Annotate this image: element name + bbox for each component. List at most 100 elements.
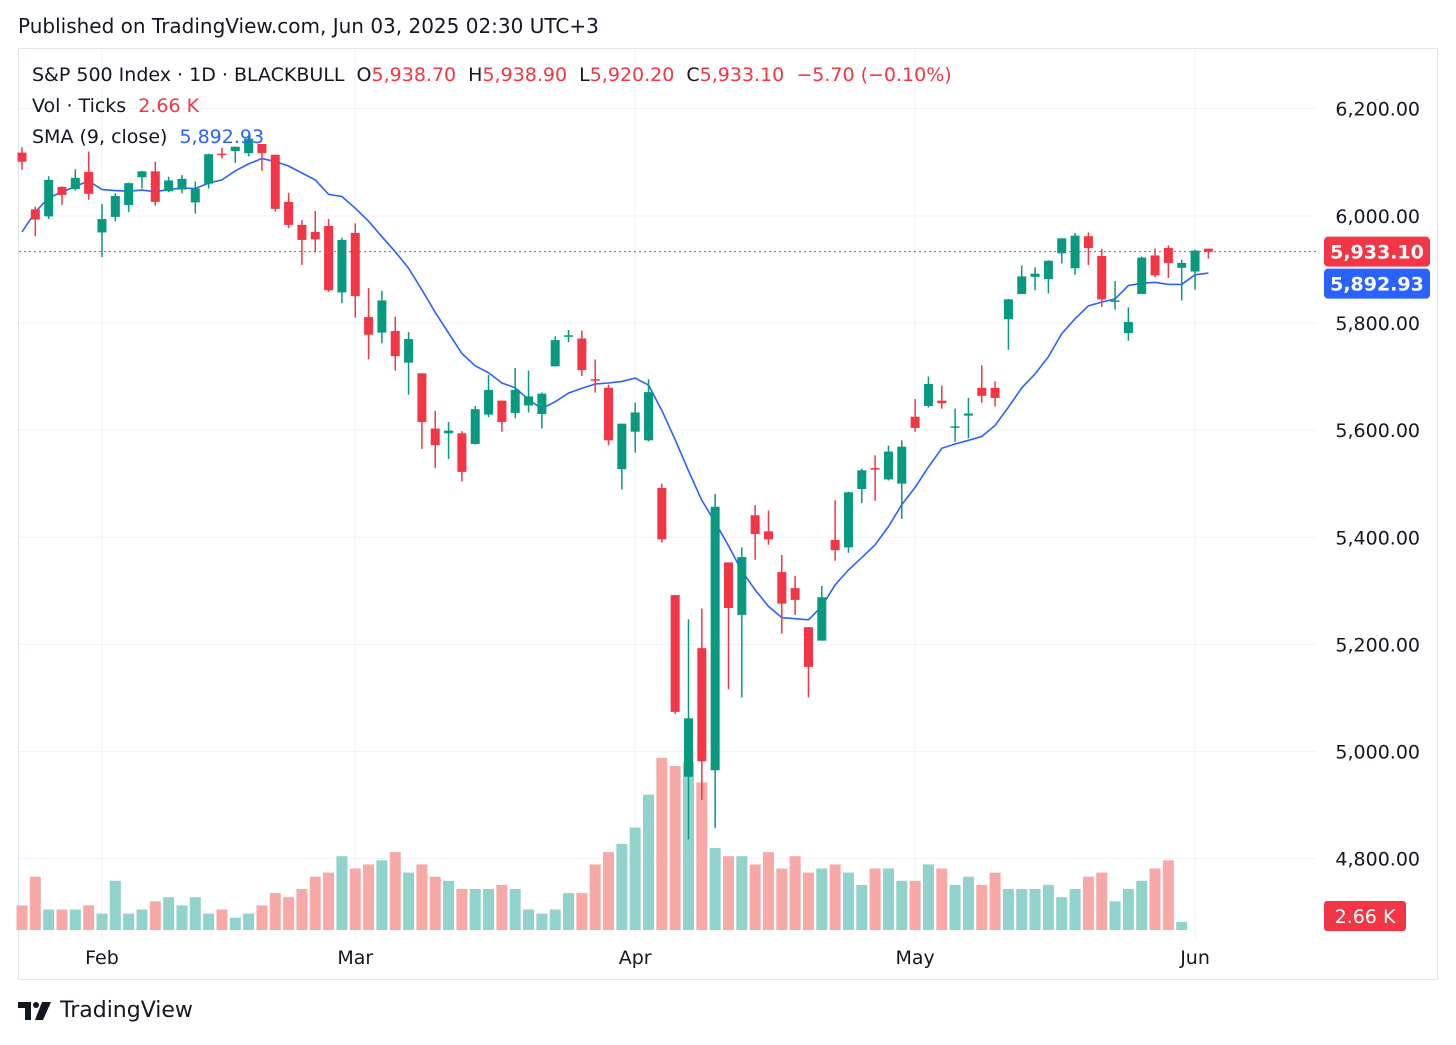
candle-body <box>723 562 733 608</box>
candle <box>897 440 907 520</box>
volume-bar <box>802 872 814 930</box>
tradingview-logo[interactable]: TradingView <box>18 998 193 1023</box>
volume-bar <box>882 868 894 930</box>
volume-bar <box>1069 889 1081 930</box>
candle <box>723 562 733 690</box>
volume-bar <box>349 868 361 930</box>
volume-bar <box>656 757 668 930</box>
volume-bar <box>296 889 308 930</box>
candle-layer <box>17 137 1213 840</box>
candle <box>763 510 773 545</box>
volume-bar <box>1029 889 1041 930</box>
legend-volume-label[interactable]: Vol · Ticks <box>32 95 127 117</box>
candle-body <box>57 186 67 195</box>
volume-bar <box>136 909 148 930</box>
candle-body <box>950 426 960 428</box>
volume-bar <box>683 761 694 930</box>
candle-body <box>737 557 747 615</box>
volume-bar <box>936 868 948 930</box>
legend-high-value: 5,938.90 <box>482 64 568 86</box>
volume-bar <box>909 880 921 930</box>
volume-bar <box>403 872 415 930</box>
candle <box>444 422 454 460</box>
candle-body <box>470 409 480 445</box>
candle-body <box>337 239 347 293</box>
legend-close-label: C <box>686 64 700 86</box>
candle <box>1137 256 1147 295</box>
candle <box>390 316 400 371</box>
candle <box>124 182 134 213</box>
candle-body <box>217 153 227 156</box>
candle <box>70 169 80 191</box>
chart-frame[interactable] <box>18 48 1438 980</box>
y-axis-tick-label: 5,600.00 <box>1335 420 1420 442</box>
candle <box>1070 232 1080 275</box>
volume-bar <box>736 856 748 930</box>
volume-bar <box>469 889 481 930</box>
volume-bar <box>563 893 575 930</box>
candle-body <box>30 209 40 220</box>
candle-body <box>1110 300 1120 302</box>
candle-body <box>137 171 147 178</box>
candle-body <box>1083 236 1093 248</box>
candle <box>1003 298 1013 350</box>
candle-body <box>990 387 1000 398</box>
volume-bar <box>443 880 455 930</box>
candle <box>1057 238 1067 264</box>
volume-bar <box>56 909 68 930</box>
candle-body <box>617 423 627 470</box>
volume-bar <box>363 864 375 930</box>
candle-body <box>1123 321 1133 334</box>
volume-bar <box>962 876 974 930</box>
candle <box>564 329 574 343</box>
candle <box>977 365 987 403</box>
volume-bar <box>189 897 201 930</box>
candle <box>1097 249 1107 307</box>
volume-bar <box>389 852 401 930</box>
candle-body <box>457 433 467 472</box>
candle <box>324 219 334 292</box>
candle <box>1110 281 1120 310</box>
candle-body <box>190 188 200 203</box>
volume-bar <box>709 848 721 930</box>
candle-body <box>870 468 880 470</box>
legend-sma-value: 5,892.93 <box>179 126 265 148</box>
volume-bar <box>483 889 495 930</box>
sma-value-badge-text: 5,892.93 <box>1330 274 1424 296</box>
candle <box>484 374 494 418</box>
candle-body <box>164 180 174 192</box>
legend-volume[interactable]: Vol · Ticks 2.66 K <box>32 95 199 117</box>
last-price-badge-bg <box>1324 236 1430 267</box>
candle <box>497 400 507 432</box>
y-axis-tick-label: 5,800.00 <box>1335 313 1420 335</box>
candle <box>817 586 827 641</box>
candle <box>177 175 187 194</box>
volume-bar <box>269 893 281 930</box>
legend-symbol[interactable]: S&P 500 Index · 1D · BLACKBULL <box>32 64 345 86</box>
candle <box>337 237 347 304</box>
x-axis-tick-label: Feb <box>85 947 119 969</box>
candle-body <box>590 379 600 381</box>
candle <box>97 204 107 258</box>
legend-sma-label[interactable]: SMA (9, close) <box>32 126 168 148</box>
candle <box>137 170 147 189</box>
legend-ohlc[interactable]: S&P 500 Index · 1D · BLACKBULL O5,938.70… <box>32 64 952 86</box>
candle <box>204 153 214 189</box>
candle <box>1030 267 1040 291</box>
candle <box>590 359 600 393</box>
volume-bar <box>536 913 548 930</box>
volume-bar <box>123 913 135 930</box>
sma-layer <box>21 157 1209 621</box>
candle <box>1043 260 1053 294</box>
candle <box>404 332 414 395</box>
candle-body <box>670 595 680 712</box>
candle <box>1177 259 1187 301</box>
legend-close-value: 5,933.10 <box>699 64 785 86</box>
volume-bar <box>842 872 854 930</box>
volume-bar <box>589 864 601 930</box>
legend-sma[interactable]: SMA (9, close) 5,892.93 <box>32 126 264 148</box>
candle <box>1203 248 1213 259</box>
volume-bar <box>989 872 1001 930</box>
candle-body <box>1177 262 1187 268</box>
